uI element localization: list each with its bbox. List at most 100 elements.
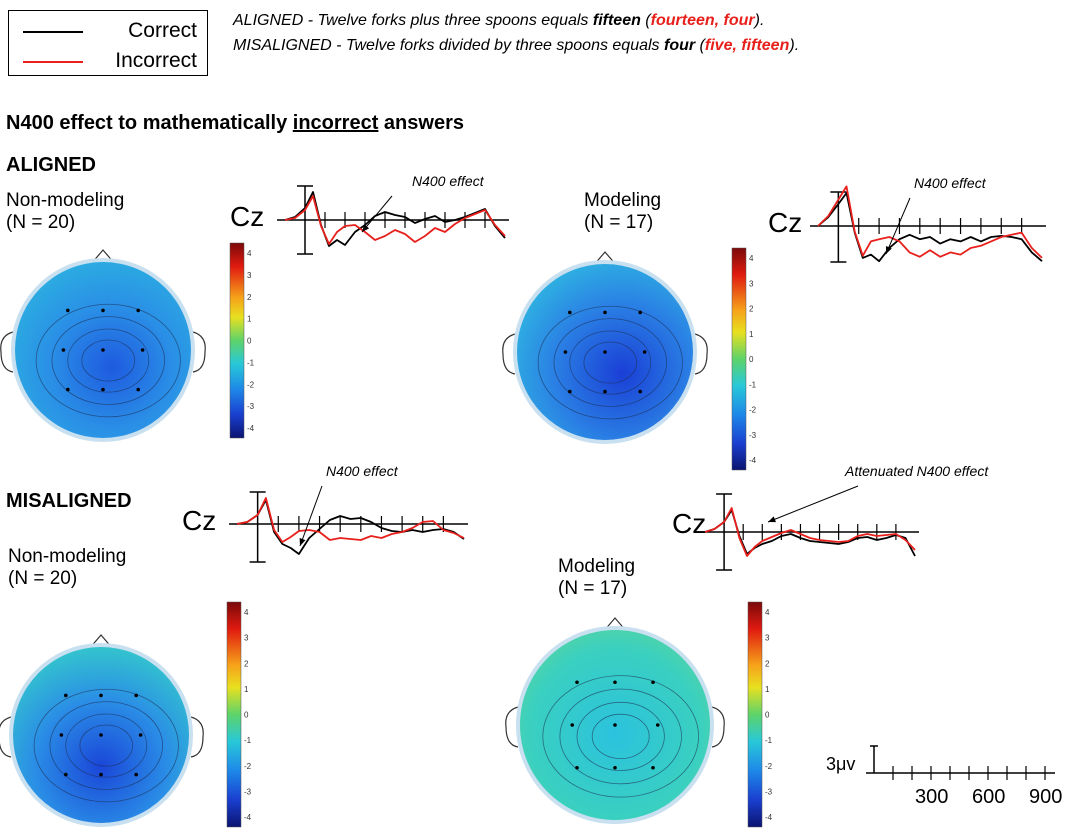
contour-line (79, 724, 134, 767)
colorbar-tick-label: 1 (244, 685, 249, 694)
contour-line (569, 330, 652, 395)
contour-line (35, 303, 181, 418)
scale-bar: 3μv 300 600 900 (826, 745, 1062, 808)
group-label-aligned-modeling: Modeling (N = 17) (584, 190, 662, 233)
electrode-dot (651, 680, 655, 685)
contour-line (576, 701, 665, 771)
erp-panel-aligned_nonmodeling: Cz N400 effect 4 3 2 1 0 -1 -2 -3 -4 (0, 173, 509, 442)
electrode-dot (136, 308, 140, 313)
annotation-arrow (299, 485, 323, 547)
contour-line (559, 688, 682, 785)
electrode-dot (66, 387, 70, 392)
erp-panel-misaligned_modeling: Cz Attenuated N400 effect 4 3 2 1 0 -1 -2 -3 -4 (505, 463, 989, 828)
series-line-correct (236, 499, 465, 555)
electrode-dot (603, 310, 607, 315)
electrode-dot (568, 310, 572, 315)
contour-line (49, 701, 163, 790)
colorbar-tick-label: -1 (749, 380, 757, 389)
electrode-dot (563, 350, 568, 354)
example-aligned: ALIGNED - Twelve forks plus three spoons… (233, 12, 765, 29)
series-line-incorrect (817, 185, 1043, 259)
electrode-dot (613, 680, 617, 685)
colorbar-tick-label: 1 (247, 315, 252, 324)
example-misaligned: MISALIGNED - Twelve forks divided by thr… (233, 37, 800, 54)
erp-panel-aligned_modeling: Cz N400 effect 4 3 2 1 0 -1 -2 -3 -4 (502, 175, 1046, 471)
colorbar (747, 601, 763, 828)
annotation-label: N400 effect (326, 463, 399, 479)
contour-line (553, 318, 668, 407)
electrode-dot (61, 348, 66, 352)
colorbar (229, 242, 245, 439)
electrode-dot (575, 765, 579, 770)
electrode-dot (101, 387, 105, 392)
colorbar-tick-label: -4 (247, 424, 255, 433)
group-label-misaligned-modeling: Modeling (N = 17) (558, 556, 636, 599)
electrode-dot (575, 680, 579, 685)
contour-line (591, 713, 650, 760)
series-line-incorrect (236, 497, 465, 543)
electrode-dot (134, 772, 138, 777)
erp-panel-misaligned_nonmodeling: Cz N400 effect 4 3 2 1 0 -1 -2 -3 -4 (0, 463, 468, 828)
scale-tick-label: 300 (915, 786, 948, 808)
colorbar-tick-label: -3 (247, 402, 255, 411)
colorbar-tick-label: 3 (749, 279, 754, 288)
colorbar-tick-label: -2 (765, 762, 773, 771)
annotation-label: Attenuated N400 effect (844, 463, 989, 479)
annotation-arrow (885, 197, 911, 255)
colorbar-tick-label: 2 (749, 305, 754, 314)
scale-amplitude-label: 3μv (826, 754, 855, 774)
head-ear-right (190, 716, 204, 758)
colorbar-tick-label: -3 (244, 787, 252, 796)
head-ear-left (505, 706, 519, 748)
contour-line (583, 341, 638, 384)
electrode-dot (638, 389, 642, 394)
series-line-correct (704, 509, 916, 557)
colorbar-tick-label: -4 (765, 813, 773, 822)
electrode-dot (613, 765, 617, 770)
electrode-dot (568, 389, 572, 394)
electrode-dot (101, 348, 105, 352)
colorbar-tick-label: 0 (765, 711, 770, 720)
annotation-arrowhead (886, 246, 892, 254)
electrode-label: Cz (768, 207, 802, 238)
colorbar-tick-label: 3 (247, 271, 252, 280)
electrode-dot (655, 723, 660, 727)
section-misaligned: MISALIGNED (6, 490, 132, 512)
colorbar-tick-label: -3 (749, 431, 757, 440)
colorbar-tick-label: -4 (749, 456, 757, 465)
contour-line (67, 328, 150, 393)
electrode-dot (66, 308, 70, 313)
contour-line (51, 316, 165, 405)
electrode-label: Cz (182, 505, 216, 536)
colorbar-tick-label: 2 (244, 659, 249, 668)
legend-line-correct (23, 31, 83, 33)
colorbar-tick-label: -4 (244, 813, 252, 822)
electrode-dot (140, 348, 145, 352)
colorbar-tick-label: -3 (765, 787, 773, 796)
electrode-dot (59, 733, 64, 737)
colorbar-tick-label: -2 (247, 380, 255, 389)
electrode-dot (642, 350, 647, 354)
group-label-misaligned-nonmodeling: Non-modeling (N = 20) (8, 546, 127, 589)
legend-label-incorrect: Incorrect (115, 49, 197, 72)
annotation-label: N400 effect (914, 175, 987, 191)
electrode-dot (99, 733, 103, 737)
electrode-dot (138, 733, 143, 737)
annotation-label: N400 effect (412, 173, 485, 189)
colorbar-tick-label: 3 (765, 634, 770, 643)
contour-line (65, 713, 148, 778)
colorbar-tick-label: 2 (247, 293, 252, 302)
series-line-incorrect (284, 195, 506, 245)
colorbar-tick-label: 0 (247, 337, 252, 346)
annotation-arrowhead (362, 224, 370, 232)
colorbar (226, 601, 242, 828)
electrode-dot (64, 693, 68, 698)
legend-line-incorrect (23, 61, 83, 63)
electrode-label: Cz (230, 201, 264, 232)
electrode-dot (613, 723, 617, 727)
electrode-label: Cz (672, 508, 706, 539)
colorbar-tick-label: 1 (765, 685, 770, 694)
electrode-dot (136, 387, 140, 392)
head-ear-right (694, 333, 708, 375)
